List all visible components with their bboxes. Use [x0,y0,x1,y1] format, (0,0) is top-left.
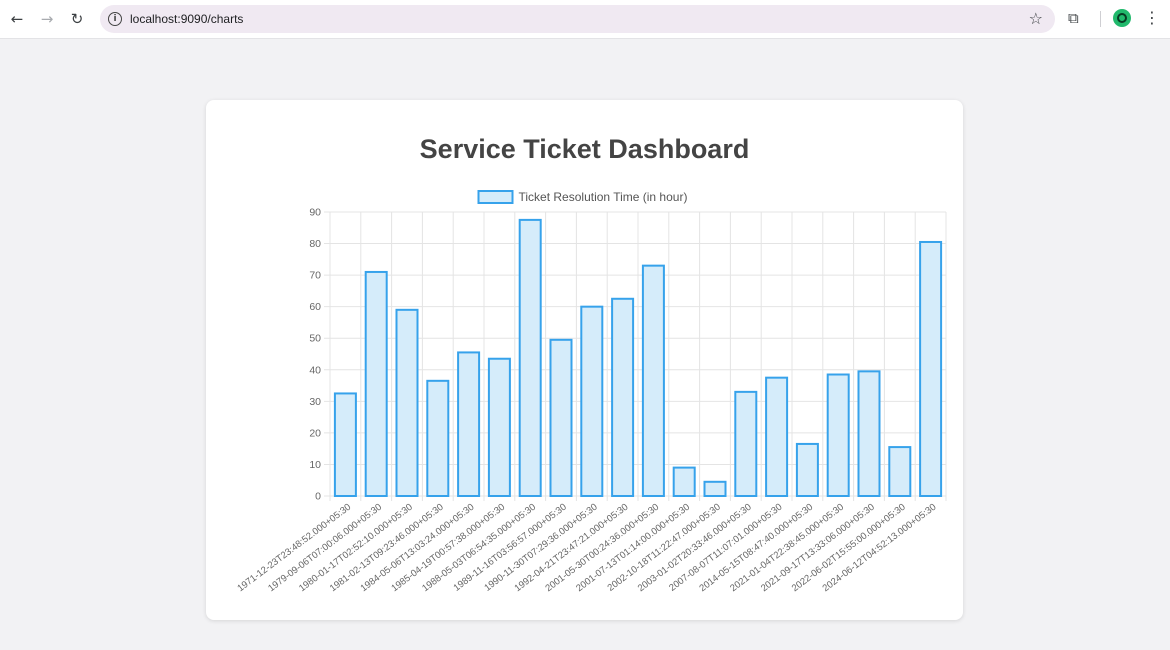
bar [549,338,573,497]
address-bar[interactable]: i localhost:9090/charts ☆ [100,5,1055,33]
bar [641,264,665,497]
bar [857,370,881,498]
y-tick-label: 40 [309,364,321,376]
bar [611,297,635,497]
y-tick-label: 30 [309,396,321,408]
y-tick-label: 90 [309,207,321,219]
y-tick-label: 80 [309,238,321,250]
reload-icon[interactable]: ↻ [70,10,84,28]
y-tick-label: 20 [309,427,321,439]
arrow-left-icon[interactable]: ← [10,10,24,28]
bar [487,357,511,497]
profile-avatar-icon[interactable] [1113,9,1131,27]
puzzle-icon[interactable]: ⧉ [1068,9,1079,27]
y-tick-label: 50 [309,333,321,345]
bar [395,308,419,497]
kebab-menu-icon[interactable]: ⋮ [1144,8,1160,27]
bar [795,442,819,497]
bar [734,390,758,497]
bar [826,373,850,497]
star-icon[interactable]: ☆ [1028,9,1043,28]
bar [333,392,357,498]
chart-card: Service Ticket Dashboard 0 10 20 30 40 50 60 70… [206,100,963,620]
bar [919,240,943,497]
legend-label: Ticket Resolution Time (in hour) [519,190,688,204]
y-tick-label: 60 [309,301,321,313]
bar [703,480,727,497]
browser-toolbar: ← → ↻ i localhost:9090/charts ☆ ⧉ ⋮ [0,0,1170,39]
bar [888,446,912,498]
arrow-right-icon[interactable]: → [40,10,54,28]
bar [672,466,696,498]
bar [426,379,450,498]
url-text[interactable]: localhost:9090/charts [130,12,244,26]
bar [364,270,388,497]
toolbar-divider [1100,11,1101,27]
bar [765,376,789,497]
page-title: Service Ticket Dashboard [419,134,750,164]
y-tick-label: 70 [309,270,321,282]
info-icon[interactable]: i [108,12,122,26]
bar [457,351,481,497]
y-tick-label: 10 [309,459,321,471]
bar [580,305,604,497]
bar [518,218,542,497]
legend-swatch [477,190,514,204]
y-tick-label: 0 [315,491,321,503]
bar-chart: 01020304050607080901971-12-23T23:48:52.0… [235,190,947,594]
